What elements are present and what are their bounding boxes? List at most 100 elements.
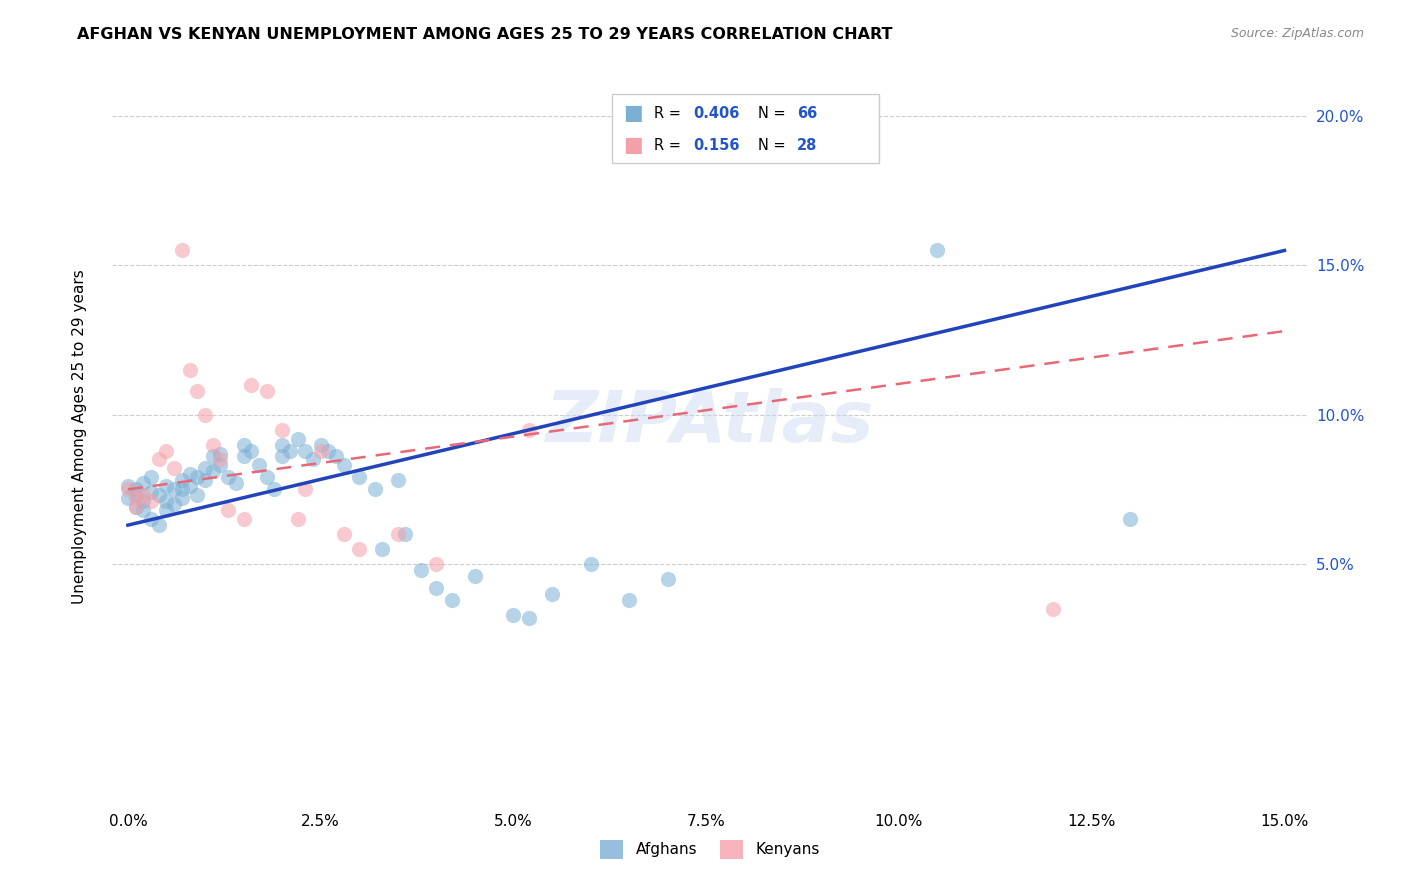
- Point: [927, 244, 949, 258]
- Point: [179, 467, 201, 482]
- Point: [333, 458, 356, 473]
- Point: [278, 443, 301, 458]
- Point: [256, 384, 278, 398]
- Point: [232, 437, 254, 451]
- Point: [139, 485, 162, 500]
- Point: [394, 527, 416, 541]
- Text: 28: 28: [797, 138, 817, 153]
- Point: [325, 450, 347, 464]
- Point: [117, 491, 139, 506]
- Point: [117, 483, 139, 497]
- Legend: Afghans, Kenyans: Afghans, Kenyans: [595, 834, 825, 864]
- Text: 0.156: 0.156: [693, 138, 740, 153]
- Point: [201, 450, 224, 464]
- Point: [318, 443, 340, 458]
- Point: [209, 458, 232, 473]
- Point: [179, 479, 201, 493]
- Text: ZIPAtlas: ZIPAtlas: [546, 388, 875, 457]
- Point: [271, 437, 294, 451]
- Point: [302, 452, 325, 467]
- Point: [170, 244, 193, 258]
- Text: 66: 66: [797, 106, 817, 120]
- Point: [124, 483, 146, 497]
- Point: [179, 363, 201, 377]
- Point: [139, 494, 162, 508]
- Point: [240, 443, 263, 458]
- Point: [132, 494, 155, 508]
- Text: R =: R =: [654, 106, 685, 120]
- Point: [271, 423, 294, 437]
- Point: [139, 512, 162, 526]
- Point: [209, 452, 232, 467]
- Point: [387, 527, 409, 541]
- Point: [186, 470, 208, 484]
- Point: [148, 488, 170, 502]
- Text: ■: ■: [623, 103, 643, 123]
- Point: [163, 497, 186, 511]
- Point: [139, 470, 162, 484]
- Text: Source: ZipAtlas.com: Source: ZipAtlas.com: [1230, 27, 1364, 40]
- Point: [333, 527, 356, 541]
- Point: [124, 500, 146, 515]
- Point: [170, 491, 193, 506]
- Point: [347, 470, 370, 484]
- Point: [155, 479, 177, 493]
- Point: [155, 503, 177, 517]
- Point: [170, 483, 193, 497]
- Point: [117, 479, 139, 493]
- Point: [440, 592, 463, 607]
- Point: [425, 581, 447, 595]
- Point: [194, 474, 217, 488]
- Text: 0.406: 0.406: [693, 106, 740, 120]
- Point: [409, 563, 432, 577]
- Point: [194, 461, 217, 475]
- Point: [541, 587, 564, 601]
- Point: [240, 377, 263, 392]
- Point: [124, 488, 146, 502]
- Point: [148, 518, 170, 533]
- Point: [309, 437, 332, 451]
- Point: [502, 607, 524, 622]
- Point: [170, 474, 193, 488]
- Point: [256, 470, 278, 484]
- Point: [155, 443, 177, 458]
- Point: [217, 470, 239, 484]
- Text: AFGHAN VS KENYAN UNEMPLOYMENT AMONG AGES 25 TO 29 YEARS CORRELATION CHART: AFGHAN VS KENYAN UNEMPLOYMENT AMONG AGES…: [77, 27, 893, 42]
- Point: [371, 542, 394, 557]
- Point: [232, 450, 254, 464]
- Point: [271, 450, 294, 464]
- Point: [287, 432, 309, 446]
- Point: [217, 503, 239, 517]
- Point: [309, 443, 332, 458]
- Text: N =: N =: [758, 138, 790, 153]
- Point: [124, 500, 146, 515]
- Point: [287, 512, 309, 526]
- Text: R =: R =: [654, 138, 685, 153]
- Point: [1119, 512, 1142, 526]
- Point: [1042, 601, 1064, 615]
- Point: [132, 488, 155, 502]
- Point: [617, 592, 640, 607]
- Point: [163, 483, 186, 497]
- Point: [464, 569, 486, 583]
- Point: [148, 452, 170, 467]
- Point: [155, 494, 177, 508]
- Point: [132, 476, 155, 491]
- Point: [201, 464, 224, 478]
- Point: [247, 458, 270, 473]
- Point: [579, 557, 602, 571]
- Point: [194, 408, 217, 422]
- Point: [294, 483, 316, 497]
- Point: [163, 461, 186, 475]
- Point: [209, 446, 232, 460]
- Point: [201, 437, 224, 451]
- Point: [263, 483, 285, 497]
- Point: [232, 512, 254, 526]
- Point: [294, 443, 316, 458]
- Point: [186, 384, 208, 398]
- Text: N =: N =: [758, 106, 790, 120]
- Point: [657, 572, 679, 586]
- Point: [124, 491, 146, 506]
- Point: [425, 557, 447, 571]
- Text: ■: ■: [623, 136, 643, 155]
